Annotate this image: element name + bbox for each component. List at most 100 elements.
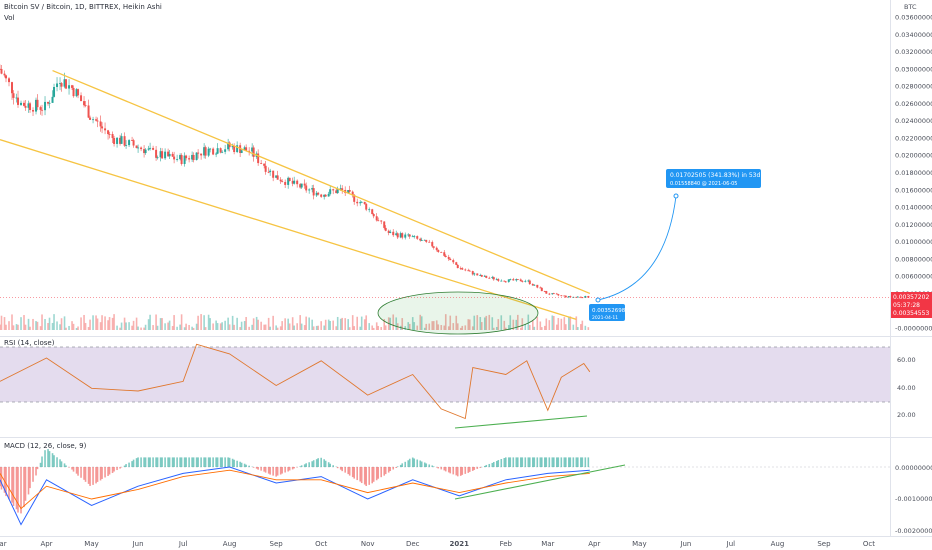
- volume-bar: [431, 321, 434, 330]
- macd-histogram-bar: [137, 457, 139, 467]
- candle-body: [263, 163, 266, 166]
- candle-body: [377, 220, 380, 222]
- candle-body: [464, 269, 467, 271]
- candle-body: [419, 238, 422, 241]
- volume-bar: [15, 324, 18, 330]
- projection-origin-point[interactable]: [595, 297, 601, 303]
- macd-histogram-bar: [303, 464, 306, 467]
- volume-bar: [92, 315, 94, 330]
- symbol-title[interactable]: Bitcoin SV / Bitcoin, 1D, BITTREX, Heiki…: [4, 3, 162, 11]
- macd-histogram-bar: [101, 467, 103, 479]
- candle-body: [564, 295, 567, 298]
- candle-body: [267, 171, 270, 173]
- volume-bar: [440, 325, 443, 330]
- volume-bar: [11, 314, 13, 330]
- volume-bar: [51, 322, 54, 330]
- macd-histogram-bar: [365, 467, 368, 487]
- candle-body: [329, 189, 332, 194]
- price-tick: 0.02400000: [895, 117, 932, 125]
- macd-histogram-bar: [219, 457, 222, 467]
- candle-body: [152, 147, 155, 150]
- macd-histogram-bar: [527, 457, 530, 467]
- secondary-price-value: 0.00354553: [893, 310, 929, 317]
- candle-body: [224, 149, 227, 152]
- projection-origin-label[interactable]: [589, 304, 625, 321]
- macd-histogram-bar: [209, 457, 211, 467]
- volume-bar: [255, 316, 258, 330]
- projection-curve[interactable]: [597, 195, 677, 301]
- macd-histogram-bar: [531, 457, 534, 467]
- volume-bar: [527, 314, 530, 330]
- price-tick: 0.03200000: [895, 48, 932, 56]
- time-axis[interactable]: Mar Apr May Jun Jul Aug Sep Oct Nov Dec 2021 Feb Mar…: [0, 540, 875, 548]
- projection-target-point[interactable]: [673, 193, 679, 199]
- volume-bar: [203, 315, 205, 330]
- volume-bar: [245, 316, 247, 330]
- macd-histogram-bar: [144, 457, 147, 467]
- macd-histogram-bar: [524, 457, 527, 467]
- macd-histogram-bar: [419, 460, 422, 467]
- volume-bar: [123, 317, 126, 330]
- candle-body: [353, 194, 356, 202]
- volume-bar: [572, 324, 575, 330]
- macd-histogram-bar: [471, 467, 474, 471]
- candle-body: [84, 105, 87, 107]
- candle-body: [240, 150, 243, 154]
- price-axis[interactable]: 0.03600000 0.03400000 0.03200000 0.03000000…: [895, 14, 932, 333]
- candle-body: [275, 175, 278, 178]
- macd-histogram-bar: [269, 467, 271, 475]
- macd-histogram-bar: [332, 465, 334, 467]
- macd-histogram-bar: [544, 457, 546, 467]
- volume-bar: [84, 322, 87, 330]
- volume-bar: [143, 327, 145, 330]
- macd-histogram-bar: [291, 467, 294, 470]
- macd-label[interactable]: MACD (12, 26, close, 9): [4, 442, 87, 450]
- candle-body: [491, 277, 494, 278]
- volume-bar: [335, 326, 337, 330]
- time-tick: Mar: [0, 540, 7, 548]
- time-tick: 2021: [450, 540, 470, 548]
- volume-bar: [375, 322, 378, 330]
- volume-bar: [116, 325, 118, 330]
- macd-divergence-line[interactable]: [454, 464, 626, 500]
- candle-body: [29, 103, 32, 110]
- price-pane[interactable]: [0, 0, 890, 336]
- accumulation-ellipse[interactable]: [377, 291, 539, 335]
- candle-body: [125, 145, 128, 146]
- rsi-label[interactable]: RSI (14, close): [4, 339, 55, 347]
- candle-body: [339, 188, 342, 190]
- projection-target-label[interactable]: [666, 169, 761, 188]
- macd-histogram-bar: [0, 467, 3, 490]
- candle-body: [188, 158, 191, 160]
- macd-histogram-bar: [536, 457, 539, 467]
- macd-histogram-bar: [428, 464, 431, 467]
- rsi-divergence-line[interactable]: [454, 415, 588, 429]
- channel-lower-trendline[interactable]: [0, 139, 577, 320]
- candle-body: [372, 214, 375, 217]
- volume-bar: [191, 326, 193, 330]
- macd-histogram-bar: [488, 463, 491, 467]
- volume-bar: [288, 323, 291, 330]
- candle-body: [459, 268, 462, 269]
- volume-bar: [236, 317, 238, 330]
- macd-histogram-bar: [164, 457, 166, 467]
- volume-bar: [317, 325, 319, 330]
- candle-body: [431, 242, 434, 247]
- macd-histogram-bar: [541, 457, 543, 467]
- candle-body: [27, 103, 30, 108]
- volume-bar: [471, 326, 474, 330]
- macd-histogram-bar: [548, 457, 551, 467]
- candle-body: [336, 189, 339, 194]
- macd-histogram-bar: [467, 467, 470, 473]
- candle-body: [303, 183, 306, 186]
- candle-body: [135, 145, 138, 149]
- candle-body: [68, 85, 71, 89]
- volume-bar: [541, 327, 543, 330]
- volume-label[interactable]: Vol: [4, 14, 15, 22]
- volume-bar: [521, 318, 524, 330]
- channel-upper-trendline[interactable]: [52, 69, 591, 295]
- volume-bar: [459, 327, 462, 330]
- candle-body: [425, 239, 428, 242]
- volume-bar: [24, 324, 27, 330]
